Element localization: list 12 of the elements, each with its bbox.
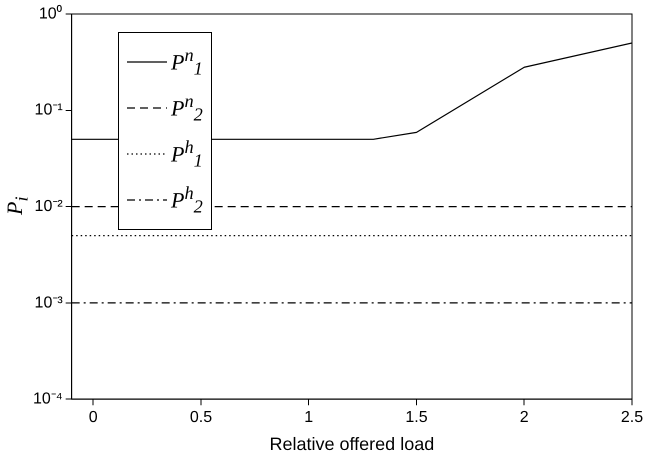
y-tick-label: 10⁻³ (34, 294, 64, 312)
x-tick-label: 0 (88, 409, 98, 426)
y-tick-label: 10⁻² (34, 198, 64, 216)
x-tick-label: 0.5 (190, 409, 212, 426)
x-axis-title: Relative offered load (269, 434, 434, 454)
x-tick-label: 1.5 (405, 409, 428, 426)
x-tick-label: 2 (520, 409, 529, 426)
y-tick-label: 10⁰ (38, 4, 63, 22)
x-tick-label: 1 (304, 409, 314, 426)
y-tick-label: 10⁻⁴ (33, 390, 63, 408)
x-tick-label: 2.5 (620, 409, 644, 426)
y-tick-label: 10⁻¹ (34, 102, 63, 119)
